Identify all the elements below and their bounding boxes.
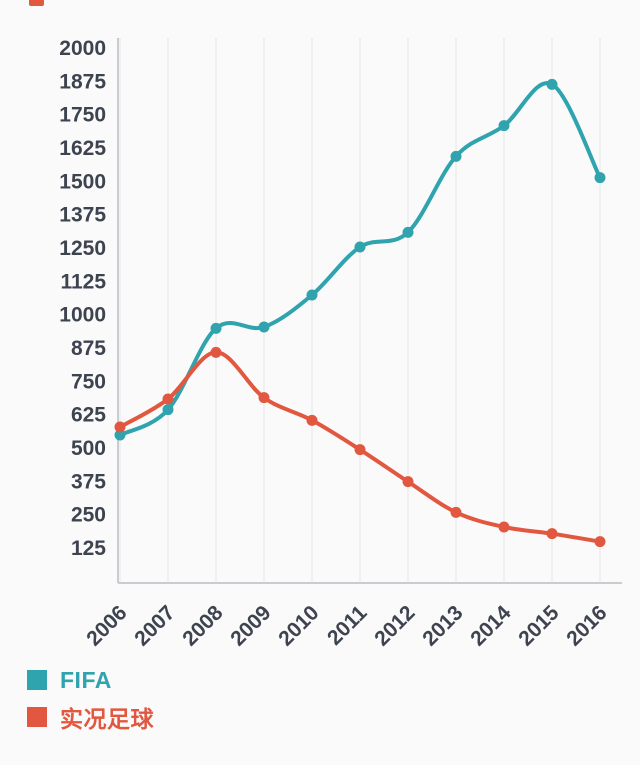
y-tick-label: 750: [71, 370, 106, 393]
y-tick-label: 1000: [59, 304, 106, 327]
data-point-FIFA: [450, 150, 462, 162]
data-point-实况足球: [210, 346, 222, 358]
x-tick-label: 2015: [514, 601, 564, 651]
y-tick-label: 1125: [60, 270, 106, 293]
data-point-实况足球: [402, 476, 414, 488]
legend-item-fifa: FIFA: [27, 667, 640, 693]
x-tick-label: 2014: [466, 601, 516, 651]
y-tick-label: 1625: [59, 137, 106, 160]
top-crop-artifact: [29, 0, 44, 6]
y-tick-label: 1250: [59, 237, 106, 260]
y-tick-label: 1750: [59, 104, 106, 127]
y-tick-label: 625: [71, 404, 106, 427]
legend-label-fifa: FIFA: [60, 666, 112, 693]
y-tick-label: 1375: [59, 204, 106, 227]
line-chart: 2000 1875 1750 1625 1500 1375 1250 1125 1000 875 7…: [59, 37, 622, 651]
y-tick-label: 375: [71, 470, 106, 493]
data-point-实况足球: [594, 536, 606, 548]
x-tick-label: 2006: [82, 601, 131, 650]
data-point-实况足球: [306, 414, 318, 426]
data-point-FIFA: [114, 429, 126, 441]
data-point-FIFA: [354, 241, 366, 253]
legend-label-pes: 实况足球: [60, 706, 154, 732]
y-tick-label: 2000: [59, 37, 106, 60]
x-tick-label: 2016: [562, 601, 611, 650]
data-point-FIFA: [210, 322, 222, 334]
fifa-color-swatch: [27, 670, 47, 690]
data-point-实况足球: [114, 421, 126, 433]
data-point-实况足球: [354, 444, 366, 456]
data-point-FIFA: [162, 404, 174, 416]
y-tick-label: 875: [71, 337, 106, 360]
x-tick-label: 2012: [370, 601, 419, 650]
x-tick-label: 2008: [178, 601, 228, 651]
x-tick-label: 2011: [323, 601, 372, 650]
y-tick-label: 1875: [59, 70, 106, 93]
y-tick-label: 250: [71, 504, 106, 527]
y-tick-label: 500: [71, 437, 106, 460]
data-point-实况足球: [162, 393, 174, 405]
data-point-实况足球: [498, 521, 510, 533]
data-point-FIFA: [258, 321, 270, 333]
data-point-FIFA: [498, 120, 510, 132]
x-tick-label: 2010: [274, 601, 323, 650]
y-tick-label: 125: [71, 537, 106, 560]
x-tick-label: 2013: [418, 601, 467, 650]
y-tick-label: 1500: [59, 170, 106, 193]
data-point-FIFA: [546, 78, 558, 90]
x-tick-label: 2007: [130, 601, 179, 650]
legend-item-pes: 实况足球: [27, 704, 640, 732]
data-point-FIFA: [306, 289, 318, 301]
data-point-FIFA: [402, 226, 414, 238]
pes-color-swatch: [27, 707, 47, 727]
data-point-实况足球: [450, 506, 462, 518]
data-point-FIFA: [594, 172, 606, 184]
data-point-实况足球: [258, 392, 270, 404]
data-point-实况足球: [546, 528, 558, 540]
chart-legend: FIFA 实况足球: [27, 667, 640, 732]
x-tick-label: 2009: [226, 601, 275, 650]
